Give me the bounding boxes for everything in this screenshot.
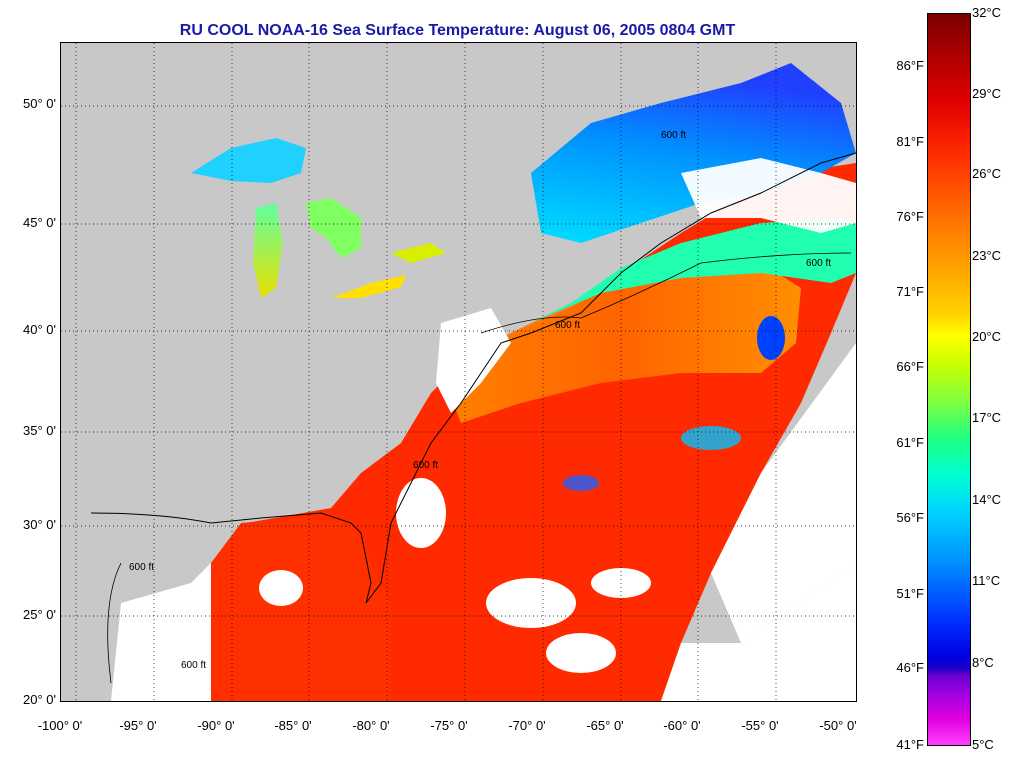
celsius-label: 32°C (972, 5, 1002, 20)
lon-tick-label: -95° 0' (119, 718, 157, 733)
lake-michigan (253, 203, 283, 298)
isobath-line (480, 252, 852, 334)
lon-tick-label: -80° 0' (352, 718, 390, 733)
lake-ontario (391, 243, 446, 263)
map-gridlines (61, 43, 856, 701)
lat-tick-label: 20° 0' (23, 692, 56, 707)
celsius-label: 26°C (972, 166, 1002, 181)
cold-eddy (681, 426, 741, 450)
lat-tick-label: 40° 0' (23, 322, 56, 337)
fahrenheit-label: 81°F (896, 134, 924, 149)
cloud-patch (546, 633, 616, 673)
isobath-label: 600 ft (129, 562, 154, 573)
chart-title: RU COOL NOAA-16 Sea Surface Temperature:… (179, 22, 736, 39)
lon-tick-label: -50° 0' (819, 718, 857, 733)
lat-tick-label: 30° 0' (23, 517, 56, 532)
cold-eddy (757, 316, 785, 360)
sst-map-canvas: 600 ft 600 ft 600 ft 600 ft 600 ft 600 f… (61, 43, 856, 701)
shelf-water (511, 218, 856, 333)
lake-huron (306, 198, 361, 258)
cloud-patch (111, 563, 211, 701)
lon-tick-label: -65° 0' (586, 718, 624, 733)
isobath-label: 600 ft (413, 460, 438, 471)
celsius-label: 23°C (972, 248, 1002, 263)
coastline (90, 152, 856, 604)
lon-tick-label: -55° 0' (741, 718, 779, 733)
cloud-patch (681, 158, 856, 233)
celsius-label: 17°C (972, 410, 1002, 425)
isobath-label: 600 ft (555, 320, 580, 331)
fahrenheit-label: 66°F (896, 359, 924, 374)
temperature-colorbar (927, 13, 971, 746)
cloud-patch (259, 570, 303, 606)
fahrenheit-label: 51°F (896, 586, 924, 601)
celsius-label: 14°C (972, 492, 1002, 507)
isobath-label: 600 ft (181, 660, 206, 671)
fahrenheit-label: 86°F (896, 58, 924, 73)
fahrenheit-label: 56°F (896, 510, 924, 525)
lon-tick-label: -100° 0' (37, 718, 83, 733)
fahrenheit-label: 41°F (896, 737, 924, 752)
cloud-patch (486, 578, 576, 628)
fahrenheit-label: 71°F (896, 284, 924, 299)
isobath-label: 600 ft (806, 258, 831, 269)
lake-superior (191, 138, 306, 183)
lon-tick-label: -90° 0' (197, 718, 235, 733)
lat-tick-label: 25° 0' (23, 607, 56, 622)
isobath-line (107, 562, 122, 684)
celsius-label: 11°C (972, 573, 1001, 588)
cold-eddy (563, 475, 599, 491)
cloud-patch (436, 308, 511, 413)
cloud-patch (711, 343, 856, 643)
cloud-patch (661, 563, 856, 701)
celsius-label: 20°C (972, 329, 1002, 344)
lat-tick-label: 45° 0' (23, 215, 56, 230)
fahrenheit-label: 76°F (896, 209, 924, 224)
lake-erie (331, 275, 406, 298)
celsius-label: 8°C (972, 655, 994, 670)
lon-tick-label: -60° 0' (663, 718, 701, 733)
lon-tick-label: -75° 0' (430, 718, 468, 733)
lon-tick-label: -85° 0' (274, 718, 312, 733)
cloud-patch (396, 478, 446, 548)
gulf-water (211, 518, 391, 701)
celsius-label: 5°C (972, 737, 994, 752)
fahrenheit-label: 61°F (896, 435, 924, 450)
fahrenheit-label: 46°F (896, 660, 924, 675)
isobath-label: 600 ft (661, 130, 686, 141)
sst-map: 600 ft 600 ft 600 ft 600 ft 600 ft 600 f… (60, 42, 857, 702)
lat-tick-label: 35° 0' (23, 423, 56, 438)
celsius-label: 29°C (972, 86, 1002, 101)
north-waters (531, 63, 856, 243)
lat-tick-label: 50° 0' (23, 96, 56, 111)
lon-tick-label: -70° 0' (508, 718, 546, 733)
